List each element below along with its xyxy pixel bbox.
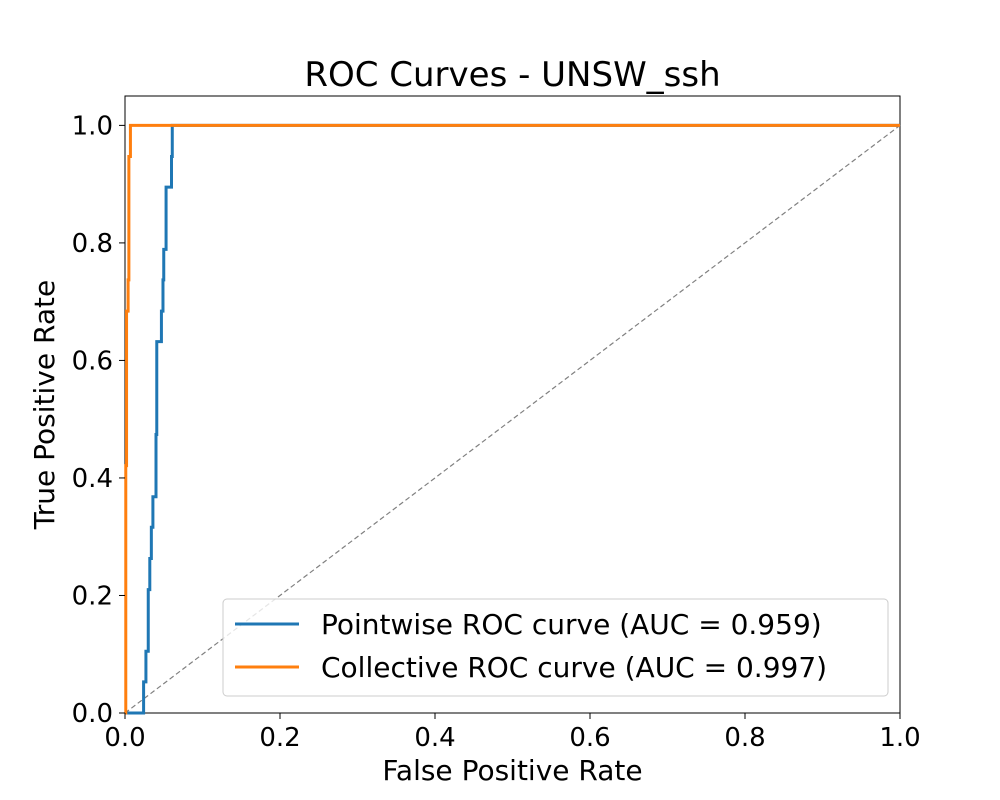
pointwise-roc-line (125, 123, 900, 715)
y-axis-ticks: 0.0 0.2 0.4 0.6 0.8 1.0 (72, 111, 125, 729)
x-tick-label: 0.6 (569, 723, 610, 753)
y-tick-label: 1.0 (72, 111, 113, 141)
x-tick-label: 1.0 (879, 723, 920, 753)
legend-box (222, 598, 889, 697)
y-tick-label: 0.0 (72, 699, 113, 729)
x-tick-label: 0.2 (259, 723, 300, 753)
x-axis-label: False Positive Rate (382, 754, 642, 787)
plot-frame (124, 95, 901, 714)
y-axis-label: True Positive Rate (28, 280, 61, 530)
x-tick-label: 0.0 (104, 723, 145, 753)
chart-title: ROC Curves - UNSW_ssh (304, 55, 720, 95)
y-tick-label: 0.4 (72, 464, 113, 494)
x-axis-ticks: 0.0 0.2 0.4 0.6 0.8 1.0 (104, 713, 921, 753)
x-tick-label: 0.4 (414, 723, 455, 753)
collective-roc-line (124, 123, 900, 715)
legend: Pointwise ROC curve (AUC = 0.959) Collect… (222, 598, 889, 697)
plot-area (124, 95, 901, 715)
legend-entry-label: Collective ROC curve (AUC = 0.997) (321, 651, 827, 684)
y-tick-label: 0.8 (72, 229, 113, 259)
legend-entry-label: Pointwise ROC curve (AUC = 0.959) (321, 608, 822, 641)
y-tick-label: 0.6 (72, 346, 113, 376)
y-tick-label: 0.2 (72, 581, 113, 611)
x-tick-label: 0.8 (724, 723, 765, 753)
